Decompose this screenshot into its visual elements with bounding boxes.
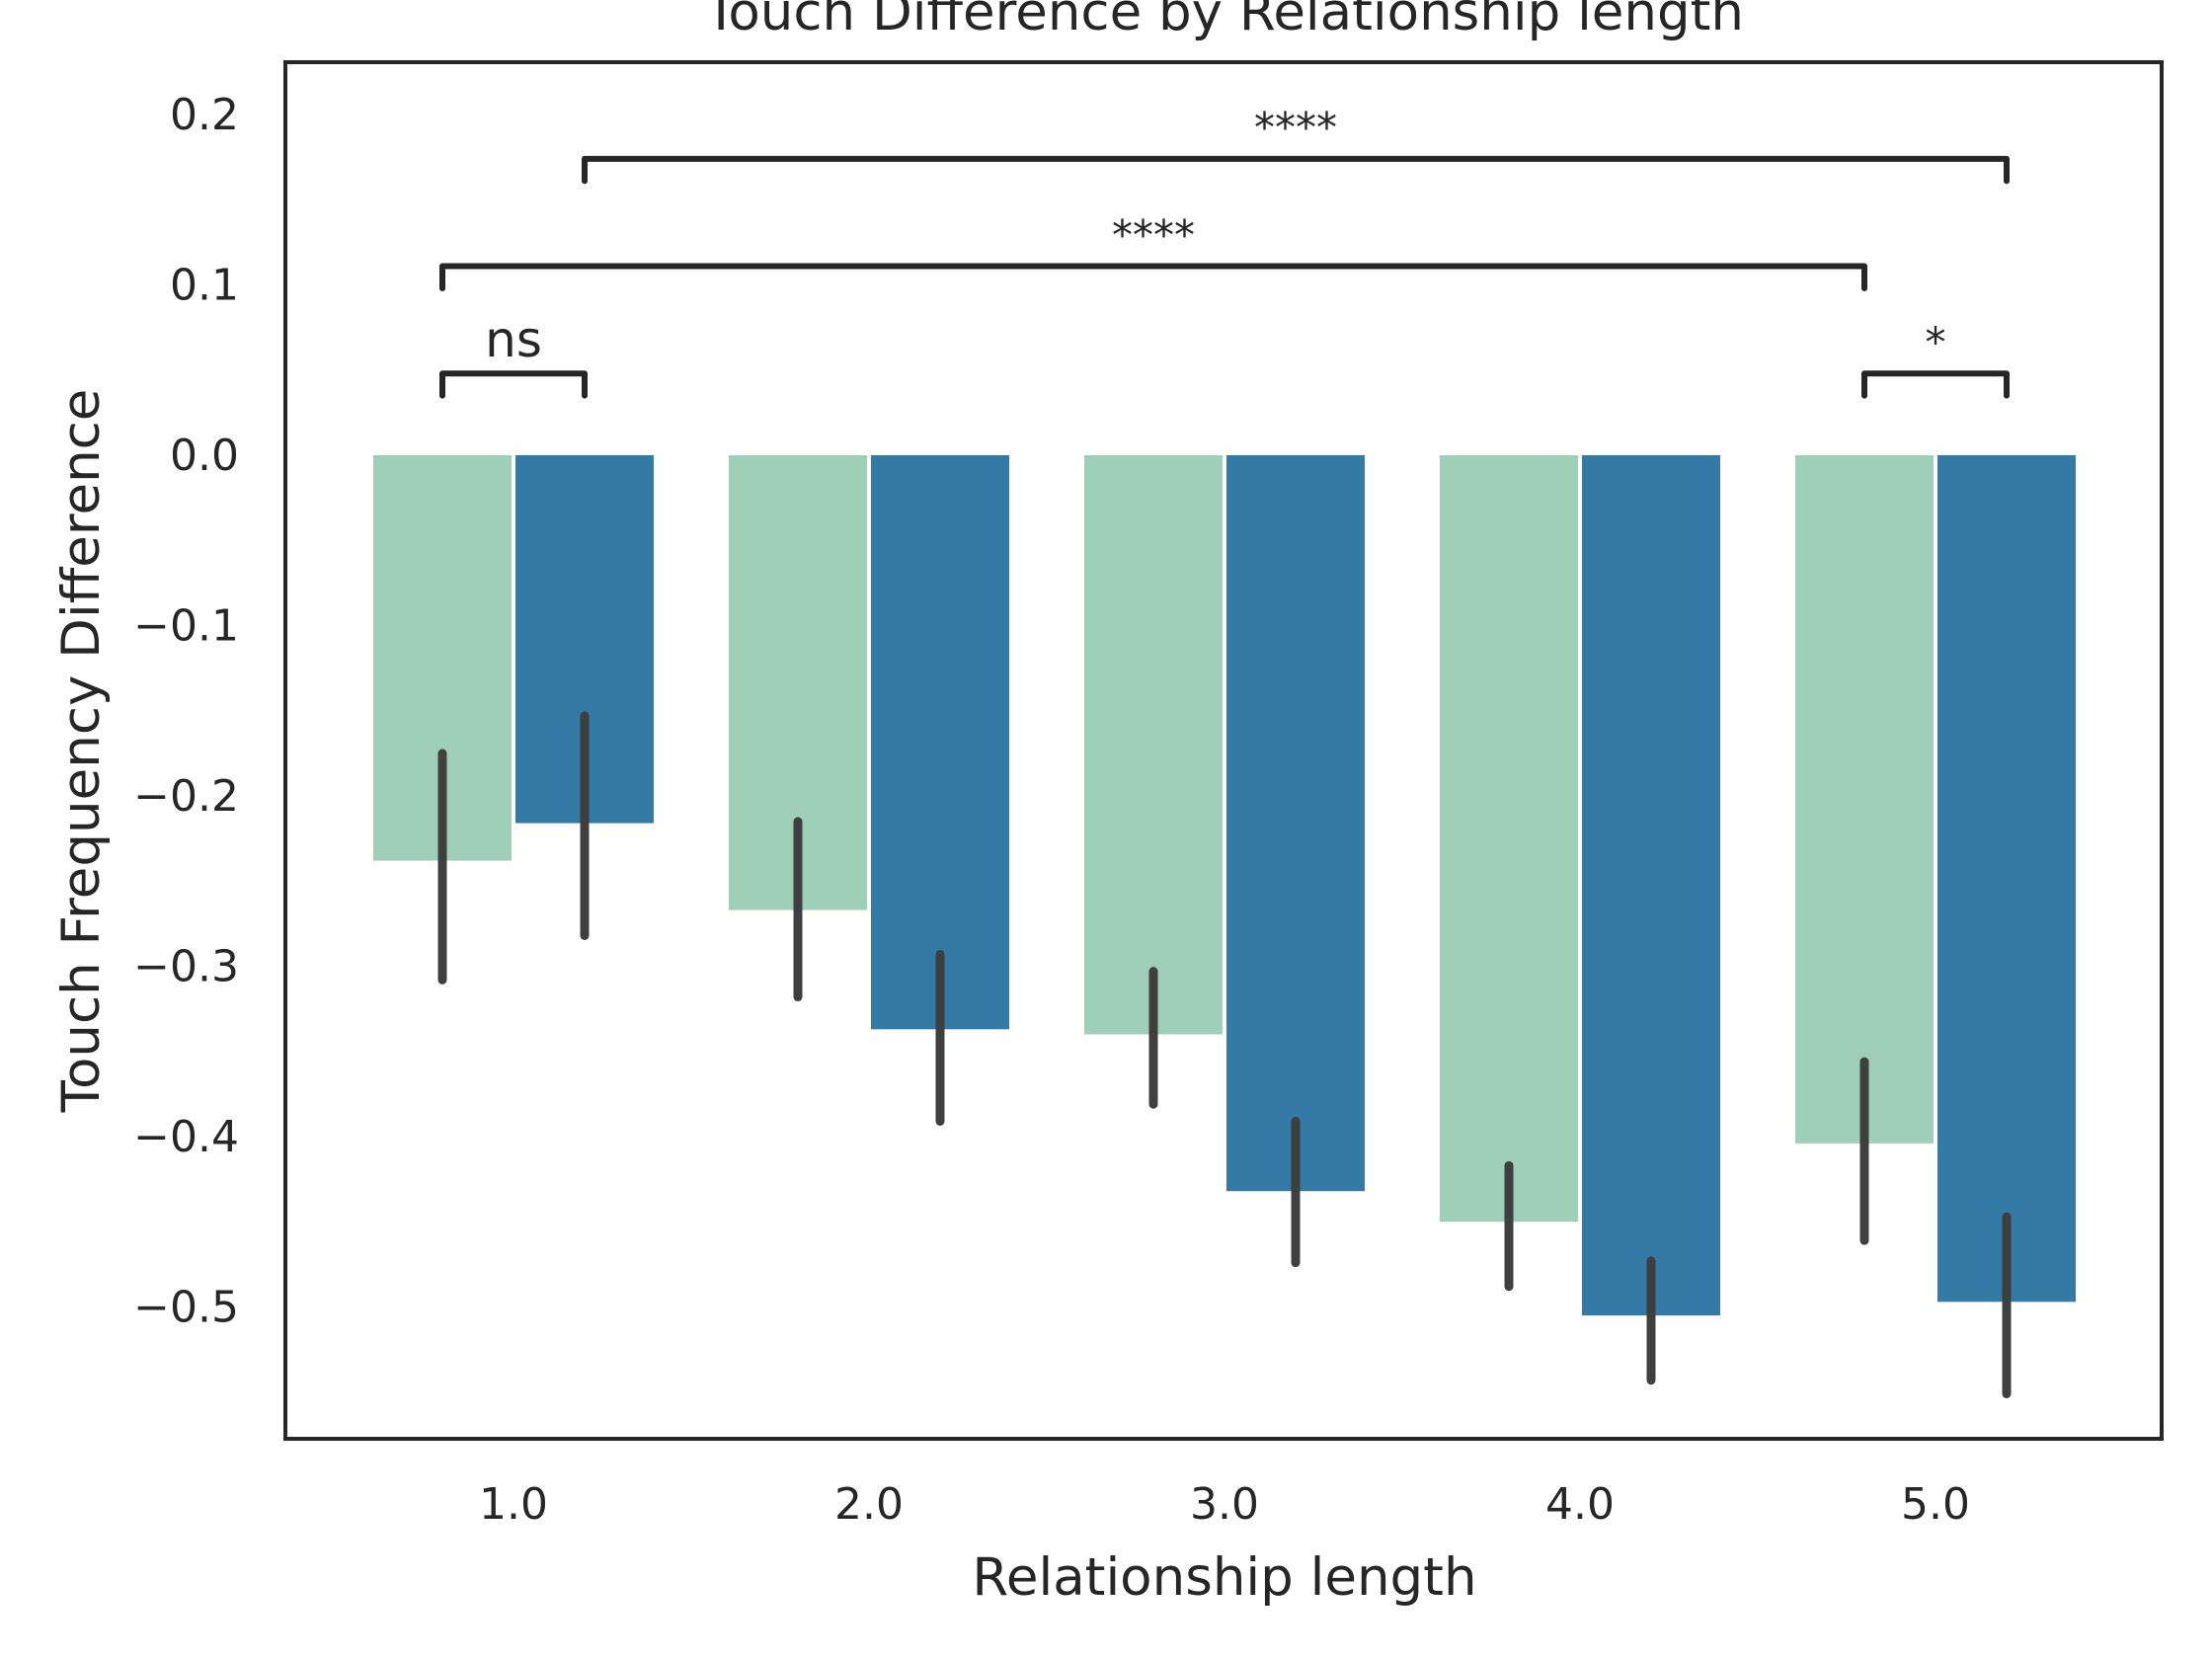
y-axis-label: Touch Frequency Difference bbox=[51, 389, 112, 1114]
y-tick-label: 0.0 bbox=[170, 431, 239, 481]
y-tick-label: 0.1 bbox=[170, 261, 239, 311]
significance-bracket bbox=[439, 370, 588, 399]
x-tick-label: 4.0 bbox=[1545, 1479, 1615, 1530]
bar bbox=[1582, 455, 1720, 1316]
bars-group bbox=[373, 455, 2076, 1316]
x-tick-label: 5.0 bbox=[1901, 1479, 1970, 1530]
error-bars-group bbox=[437, 711, 2012, 1398]
y-axis-ticks: 0.2 0.1 0.0 −0.1 −0.2 −0.3 −0.4 −0.5 bbox=[133, 90, 239, 1333]
x-tick-label: 1.0 bbox=[479, 1479, 548, 1530]
x-tick-label: 3.0 bbox=[1190, 1479, 1259, 1530]
significance-label: **** bbox=[1112, 210, 1195, 259]
significance-annotations: ns********* bbox=[439, 104, 2010, 399]
y-tick-label: −0.4 bbox=[133, 1112, 239, 1162]
y-tick-label: −0.1 bbox=[133, 601, 239, 652]
y-tick-label: −0.5 bbox=[133, 1283, 239, 1333]
y-tick-label: 0.2 bbox=[170, 90, 239, 140]
bar bbox=[1795, 455, 1934, 1144]
bar bbox=[871, 455, 1009, 1030]
y-tick-label: −0.2 bbox=[133, 771, 239, 822]
bar bbox=[1226, 455, 1365, 1192]
y-tick-label: −0.3 bbox=[133, 942, 239, 992]
bar bbox=[1440, 455, 1578, 1223]
significance-label: **** bbox=[1254, 104, 1337, 152]
x-tick-label: 2.0 bbox=[834, 1479, 904, 1530]
significance-label: ns bbox=[485, 311, 542, 368]
significance-bracket bbox=[1861, 370, 2010, 399]
significance-label: * bbox=[1926, 318, 1946, 366]
significance-bracket bbox=[439, 263, 1867, 291]
bar bbox=[1937, 455, 2076, 1303]
plot-frame bbox=[283, 60, 2164, 1441]
chart-title: Touch Difference by Relationship length bbox=[704, 0, 1744, 42]
x-axis-label: Relationship length bbox=[972, 1547, 1476, 1608]
bar bbox=[1084, 455, 1223, 1035]
significance-bracket bbox=[582, 155, 2010, 185]
x-axis-ticks: 1.0 2.0 3.0 4.0 5.0 bbox=[479, 1479, 1970, 1530]
